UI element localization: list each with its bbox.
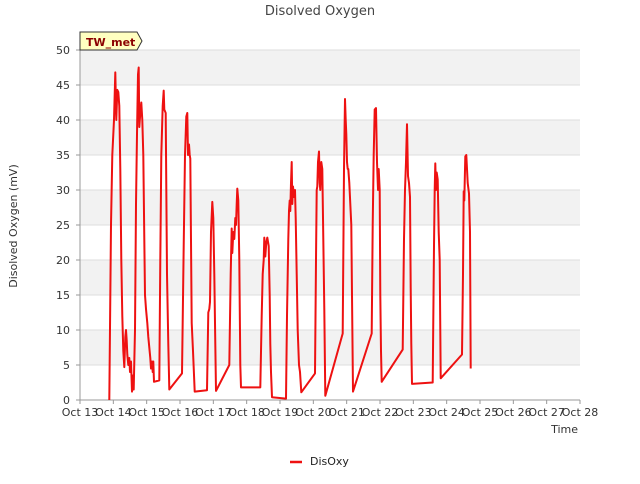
x-tick-label: Oct 25: [462, 406, 499, 419]
x-tick-label: Oct 20: [295, 406, 332, 419]
series-layer: [108, 66, 472, 401]
y-tick-label: 15: [56, 289, 70, 302]
y-tick-label: 50: [56, 44, 70, 57]
y-tick-label: 25: [56, 219, 70, 232]
x-tick-label: Oct 27: [528, 406, 565, 419]
plot-band: [80, 225, 580, 260]
y-tick-label: 10: [56, 324, 70, 337]
plot-band: [80, 295, 580, 330]
chart-title: Disolved Oxygen: [265, 4, 375, 19]
y-tick-label: 40: [56, 114, 70, 127]
x-tick-label: Oct 26: [495, 406, 532, 419]
site-tag-badge: TW_met: [79, 31, 143, 51]
plot-band: [80, 120, 580, 155]
x-tick-label: Oct 15: [128, 406, 165, 419]
plot-band: [80, 260, 580, 295]
y-tick-label: 35: [56, 149, 70, 162]
plot-band: [80, 85, 580, 120]
x-tick-label: Oct 18: [228, 406, 265, 419]
site-tag-label: TW_met: [86, 36, 135, 49]
x-axis-label: Time: [550, 423, 578, 436]
y-tick-label: 45: [56, 79, 70, 92]
x-tick-label: Oct 13: [62, 406, 99, 419]
site-tag-box: [79, 31, 143, 51]
y-tick-label: 30: [56, 184, 70, 197]
series-line-disoxy: [108, 66, 472, 401]
plot-band: [80, 50, 580, 85]
y-tick-label: 5: [63, 359, 70, 372]
x-tick-label: Oct 16: [162, 406, 199, 419]
y-tick-label: 0: [63, 394, 70, 407]
x-tick-label: Oct 17: [195, 406, 232, 419]
x-tick-label: Oct 14: [95, 406, 132, 419]
legend: DisOxy: [290, 455, 349, 468]
x-tick-label: Oct 23: [395, 406, 432, 419]
x-tick-label: Oct 19: [262, 406, 299, 419]
y-tick-label: 20: [56, 254, 70, 267]
x-tick-label: Oct 24: [428, 406, 465, 419]
y-tick-labels: 0 5 10 15 20 25 30 35 40 45 50: [56, 44, 80, 407]
plot-band: [80, 155, 580, 190]
y-axis-label: Disolved Oxygen (mV): [7, 164, 20, 288]
plot-band: [80, 190, 580, 225]
legend-label: DisOxy: [310, 455, 349, 468]
x-tick-label: Oct 28: [562, 406, 599, 419]
plot-band: [80, 330, 580, 365]
x-tick-label: Oct 22: [362, 406, 399, 419]
x-tick-label: Oct 21: [328, 406, 365, 419]
